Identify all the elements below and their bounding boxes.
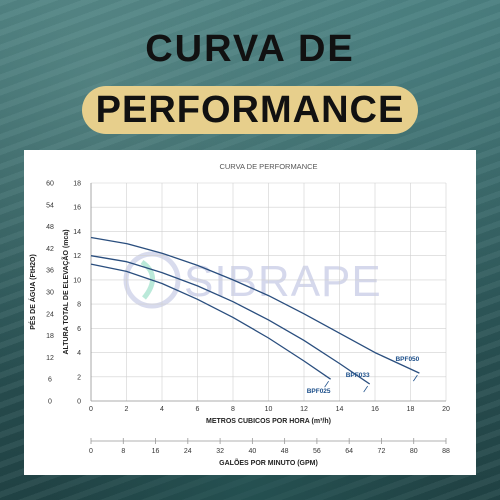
- y-tick-label: 12: [73, 253, 81, 260]
- y2-tick-label: 18: [46, 333, 54, 340]
- x2-tick-label: 64: [345, 448, 353, 455]
- x-tick-label: 0: [89, 406, 93, 413]
- x2-axis-label: GALÕES POR MINUTO (GPM): [219, 458, 318, 467]
- x-tick-label: 4: [160, 406, 164, 413]
- y2-tick-label: 60: [46, 181, 54, 188]
- y2-tick-label: 6: [48, 377, 52, 384]
- x-tick-label: 16: [371, 406, 379, 413]
- series-line-bpf050: [90, 236, 420, 374]
- x2-tick-label: 88: [442, 448, 450, 455]
- x2-tick-label: 40: [248, 448, 256, 455]
- y-tick-label: 2: [77, 374, 81, 381]
- y-tick-label: 14: [73, 229, 81, 236]
- y-tick-label: 4: [77, 350, 81, 357]
- x2-tick-label: 56: [313, 448, 321, 455]
- x2-tick-label: 32: [216, 448, 224, 455]
- series-label: BPF025: [307, 388, 331, 395]
- y-tick-label: 18: [73, 181, 81, 188]
- series-pointer-icon: [324, 380, 329, 388]
- x2-tick-label: 48: [281, 448, 289, 455]
- x2-tick-label: 72: [378, 448, 386, 455]
- series-label: BPF050: [395, 356, 419, 363]
- y2-tick-label: 12: [46, 355, 54, 362]
- y2-tick-label: 30: [46, 290, 54, 297]
- y2-tick-label: 54: [46, 202, 54, 209]
- y2-tick-label: 36: [46, 268, 54, 275]
- x2-tick-label: 24: [184, 448, 192, 455]
- series-line-bpf025: [90, 263, 331, 380]
- y-tick-label: 6: [77, 326, 81, 333]
- x-tick-label: 14: [336, 406, 344, 413]
- y2-tick-label: 24: [46, 311, 54, 318]
- x-tick-label: 10: [265, 406, 273, 413]
- watermark-logo-wave-icon: [140, 259, 155, 300]
- y-tick-label: 0: [77, 399, 81, 406]
- chart-panel: CURVA DE PERFORMANCE SIBRAPE 0 2 4 6 8 10 12 14 16…: [24, 150, 476, 475]
- y2-tick-label: 0: [48, 399, 52, 406]
- x-tick-label: 12: [300, 406, 308, 413]
- x-tick-label: 18: [407, 406, 415, 413]
- heading-line2: PERFORMANCE: [95, 89, 405, 131]
- x-tick-label: 8: [231, 406, 235, 413]
- y2-tick-label: 48: [46, 224, 54, 231]
- x-tick-label: 2: [125, 406, 129, 413]
- x2-tick-label: 0: [89, 448, 93, 455]
- chart-title: CURVA DE PERFORMANCE: [219, 162, 317, 171]
- watermark-text: SIBRAPE: [184, 257, 382, 306]
- x-tick-label: 6: [196, 406, 200, 413]
- x2-tick-label: 16: [152, 448, 160, 455]
- y-tick-label: 8: [77, 302, 81, 309]
- series-label: BPF033: [346, 372, 370, 379]
- y-tick-label: 16: [73, 205, 81, 212]
- x2-tick-label: 8: [121, 448, 125, 455]
- series-line-bpf033: [90, 255, 371, 385]
- x-tick-label: 20: [442, 406, 450, 413]
- y2-tick-label: 42: [46, 246, 54, 253]
- x2-tick-label: 80: [410, 448, 418, 455]
- x-axis-label: METROS CUBICOS POR HORA (m³/h): [206, 418, 331, 425]
- heading-line1: CURVA DE: [145, 28, 355, 70]
- series-pointer-icon: [413, 374, 418, 382]
- heading-pill: [82, 86, 418, 134]
- y-tick-label: 10: [73, 277, 81, 284]
- y-axis-label: ALTURA TOTAL DE ELEVAÇÃO (mca): [61, 229, 70, 354]
- y2-axis-label: PÉS DE ÁGUA (FtH2O): [28, 254, 37, 330]
- series-pointer-icon: [363, 385, 369, 393]
